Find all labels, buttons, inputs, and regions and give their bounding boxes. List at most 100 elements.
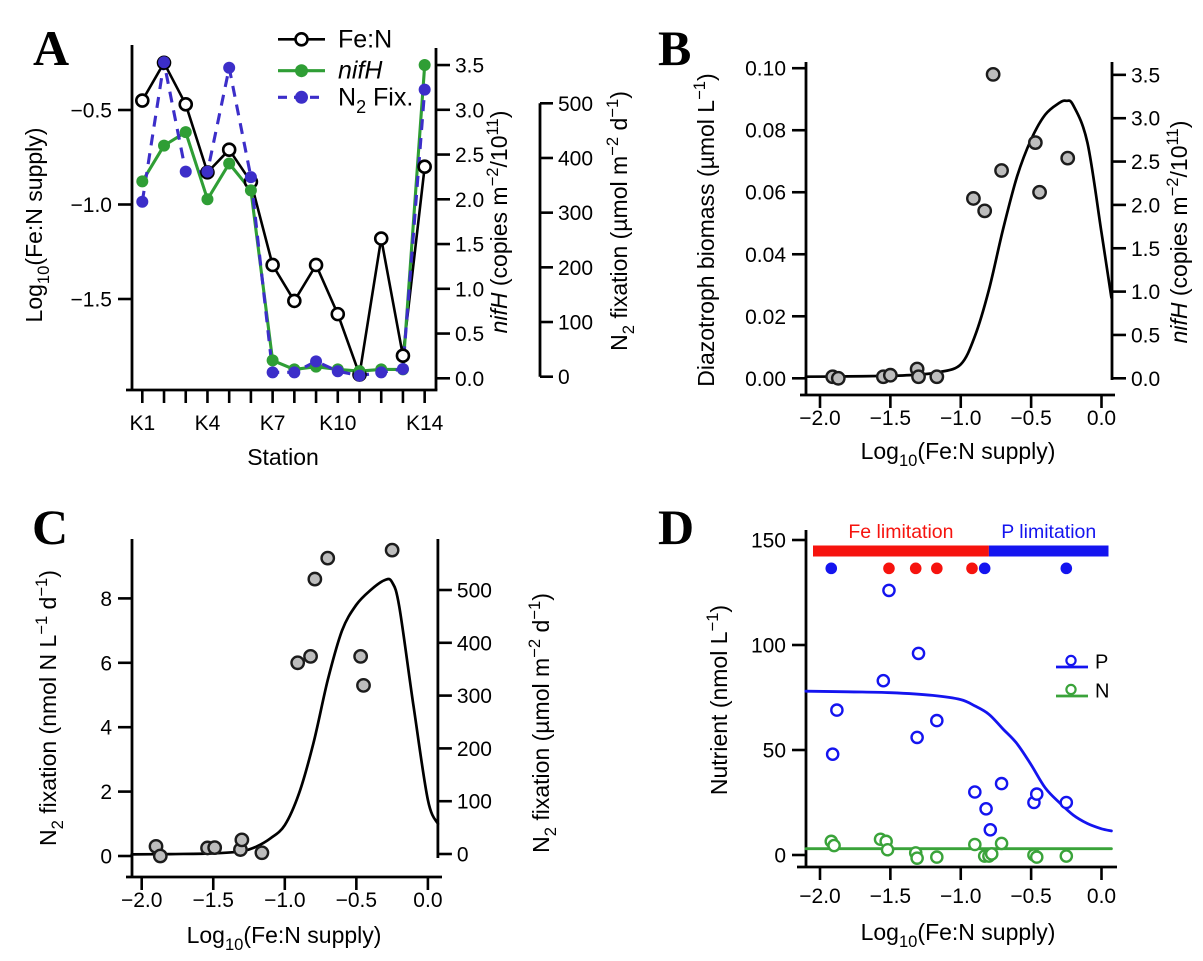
marker-open-fe_n [330,306,346,322]
panel-b-points [825,67,1076,386]
data-point-n [930,850,944,864]
marker-n2fix [244,171,257,184]
panel-b-right-label: nifH (copies m−2/1011) [1163,121,1192,344]
panel-a-n2-label: N2 fixation (µmol m−2 d−1) [603,91,638,351]
n2-tick-label: 100 [558,312,593,335]
right-tick-label: 2.5 [1131,151,1160,174]
data-point-p [994,776,1009,791]
x-tick-label: −1.0 [264,889,305,912]
panel-d-xlabel: Log10(Fe:N supply) [861,919,1056,951]
right-tick-label: 0 [457,844,469,867]
limitation-dot [931,562,943,575]
panel-d: 0 50 100 150 −2.0 −1.5 −1.0 −0.5 0.0 Nutrient (nm… [703,521,1117,951]
panel-d-curves [804,689,1113,851]
data-point [1032,184,1047,200]
x-tick-label: −2.0 [799,885,840,908]
data-point-p [830,703,844,717]
data-point-n [827,838,841,853]
right-tick-label: 500 [457,580,492,603]
n2-tick-label: 300 [558,202,593,225]
panel-letter-b: B [658,20,692,76]
limitation-dot [978,562,991,575]
y-tick-label: 0 [774,845,786,868]
data-point-p [911,646,926,661]
panel-c-xlabel: Log10(Fe:N supply) [187,922,382,954]
panel-c-axes: 0 2 4 6 8 −2.0 −1.5 −1.0 −0.5 0.0 0 100 200 300 400 500 [100,539,492,912]
panel-d-limitation-dots [825,562,1073,575]
data-point [977,203,993,219]
x-tick-label: −1.5 [870,407,911,430]
legend-label-n: N [1095,681,1109,703]
data-point-n [984,847,999,861]
panel-d-limitation-bars: Fe limitation P limitation [813,521,1109,557]
limitation-dot [883,562,895,575]
marker-n2fix [288,366,301,379]
data-point [234,832,250,848]
data-point-p [1059,795,1074,810]
panel-a-nifh-label: nifH (copies m−2/1011) [483,111,512,334]
nifh-tick-label: 3.0 [455,99,484,122]
data-point-n [968,837,982,852]
marker-n2fix [158,56,171,69]
x-tick-label: −2.0 [799,407,840,430]
panel-d-legend: PN [1056,652,1109,703]
marker-nifh [266,354,279,367]
panel-c-fit [130,577,440,856]
limitation-dot [966,562,978,575]
legend-label-p: P [1095,652,1108,674]
data-point-n [1059,849,1074,863]
fit-curve [130,577,440,856]
data-point-n [880,842,895,857]
fit-curve [804,99,1113,379]
limitation-bar-label: Fe limitation [848,521,953,543]
fit-curve-p [804,689,1113,833]
marker-n2fix [418,83,431,96]
nifh-tick-label: 0.0 [455,368,484,391]
right-tick-label: 0.0 [1131,368,1160,391]
marker-open-fe_n [373,231,389,246]
y-tick-label: 0.08 [745,120,786,143]
n2-tick-label: 200 [558,257,593,280]
marker-nifh [158,139,171,152]
marker-nifh [136,175,149,188]
y-tick-label: 6 [100,652,112,675]
y-tick-label: 0 [100,846,112,869]
data-point [307,571,323,587]
panel-d-ylabel: Nutrient (nmol L−1) [703,605,732,795]
y-tick-label: 0.00 [745,368,786,391]
right-tick-label: 3.5 [1131,64,1160,87]
marker-n2fix [136,195,149,208]
panel-a-xlabel: Station [247,444,319,470]
y-tick-label: 50 [763,740,786,763]
x-tick-label: −1.0 [940,407,981,430]
x-tick-label: K7 [260,412,286,435]
x-tick-label: −0.5 [1010,407,1051,430]
panel-c-points [148,542,400,864]
panel-b-ylabel: Diazotroph biomass (µmol L−1) [690,73,719,386]
y-tick-label: 0.02 [745,306,786,329]
y-tick-label: 8 [100,588,112,611]
legend-marker-nifh [295,64,308,78]
marker-nifh [179,126,192,139]
y-tick-label: 100 [751,635,786,658]
data-point [994,163,1009,178]
panel-a-axes: −0.5 −1.0 −1.5 K1 K4 K7 K10 K14 0.0 0.5 1.0 1.5 2.0 2… [71,45,593,435]
data-point [929,369,945,385]
right-tick-label: 100 [457,791,492,814]
legend-label-n2fix: N2 Fix. [338,83,413,117]
y-tick-label: 0.04 [745,244,786,267]
x-tick-label: −2.0 [121,889,162,912]
panel-b-axes: 0.00 0.02 0.04 0.06 0.08 0.10 −2.0 −1.5 −1.0 −0.5… [745,58,1160,430]
legend-marker-n2fix [295,90,308,104]
limitation-bar-label: P limitation [1001,521,1096,543]
data-point [966,191,981,206]
x-tick-label: −0.5 [1010,885,1051,908]
right-tick-label: 400 [457,632,492,655]
marker-n2fix [331,365,344,378]
x-tick-label: −1.0 [940,885,981,908]
data-point [356,677,371,693]
data-point-p [882,583,896,598]
y-tick-label: 0.10 [745,58,786,81]
n2-tick-label: 500 [558,93,593,116]
